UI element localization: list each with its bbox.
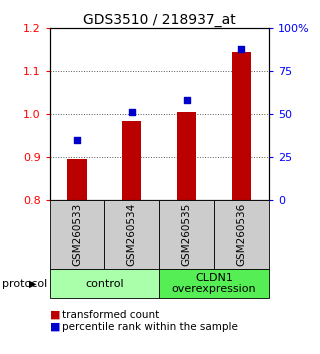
Text: ■: ■ [50, 310, 60, 320]
Title: GDS3510 / 218937_at: GDS3510 / 218937_at [83, 13, 236, 27]
Point [184, 98, 189, 103]
Point [239, 46, 244, 52]
Text: GSM260535: GSM260535 [182, 203, 192, 266]
Bar [122, 121, 141, 200]
Text: percentile rank within the sample: percentile rank within the sample [62, 322, 238, 332]
Text: GSM260536: GSM260536 [236, 203, 246, 266]
Point [129, 110, 134, 115]
Text: GSM260533: GSM260533 [72, 203, 82, 266]
Bar [68, 159, 87, 200]
Bar [177, 112, 196, 200]
Text: ▶: ▶ [29, 279, 36, 289]
Text: ■: ■ [50, 322, 60, 332]
Text: control: control [85, 279, 124, 289]
Text: GSM260534: GSM260534 [127, 203, 137, 266]
Text: CLDN1
overexpression: CLDN1 overexpression [172, 273, 256, 295]
Text: protocol: protocol [2, 279, 47, 289]
Bar [232, 52, 251, 200]
Point [75, 137, 80, 143]
Text: transformed count: transformed count [62, 310, 160, 320]
